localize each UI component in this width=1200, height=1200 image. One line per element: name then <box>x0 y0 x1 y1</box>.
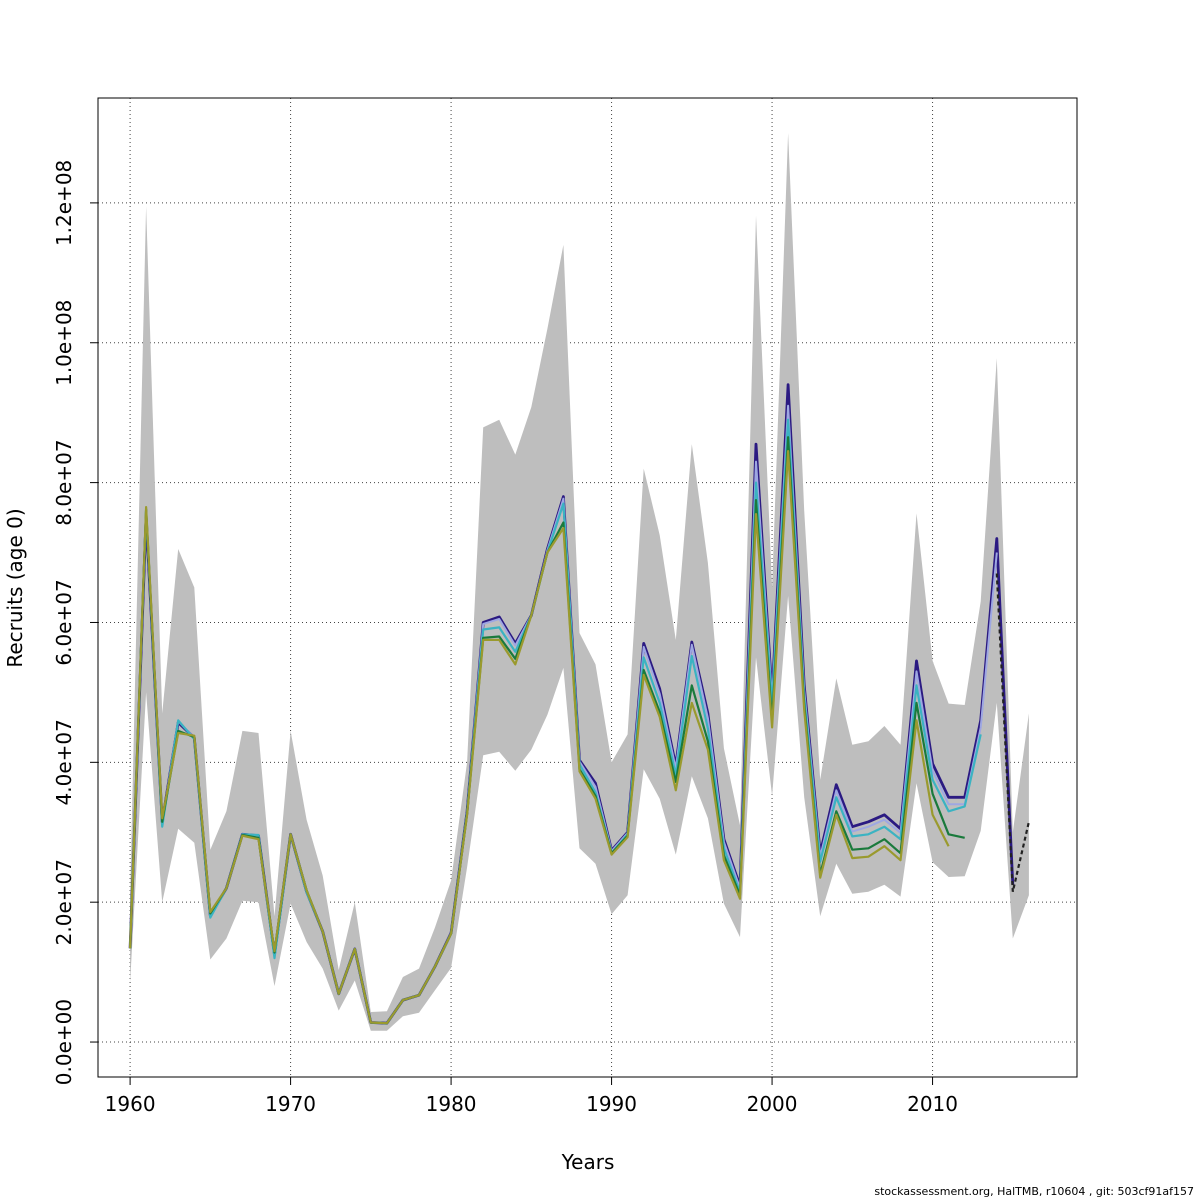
y-tick-label: 0.0e+00 <box>52 999 76 1085</box>
x-axis: 1960 1970 1980 1990 2000 2010 <box>105 1077 958 1116</box>
confidence-band <box>130 133 1029 1031</box>
x-tick-label: 1970 <box>265 1092 316 1116</box>
series-line-5 <box>129 450 950 1025</box>
series-line-2 <box>129 404 998 1025</box>
grid-lines <box>98 98 1077 1077</box>
y-tick-label: 6.0e+07 <box>52 579 76 665</box>
y-tick-label: 1.0e+08 <box>52 300 76 386</box>
x-axis-title: Years <box>561 1150 615 1174</box>
x-tick-label: 1990 <box>586 1092 637 1116</box>
y-axis: 0.0e+00 2.0e+07 4.0e+07 6.0e+07 8.0e+07 1.0e+… <box>52 160 98 1085</box>
forecast-line <box>995 573 1030 892</box>
forecast-dashed-line <box>995 573 1030 892</box>
confidence-band-area <box>130 133 1029 1031</box>
x-tick-label: 2010 <box>907 1092 958 1116</box>
series-lines <box>128 383 1015 1025</box>
y-tick-label: 2.0e+07 <box>52 859 76 945</box>
y-axis-title: Recruits (age 0) <box>3 508 27 667</box>
x-tick-label: 1960 <box>105 1092 156 1116</box>
y-tick-label: 1.2e+08 <box>52 160 76 246</box>
footer-credit: stockassessment.org, HalTMB, r10604 , gi… <box>874 1185 1194 1198</box>
plot-frame <box>97 97 1078 1078</box>
x-tick-label: 2000 <box>747 1092 798 1116</box>
x-tick-label: 1980 <box>426 1092 477 1116</box>
y-tick-label: 8.0e+07 <box>52 439 76 525</box>
y-tick-label: 4.0e+07 <box>52 719 76 805</box>
